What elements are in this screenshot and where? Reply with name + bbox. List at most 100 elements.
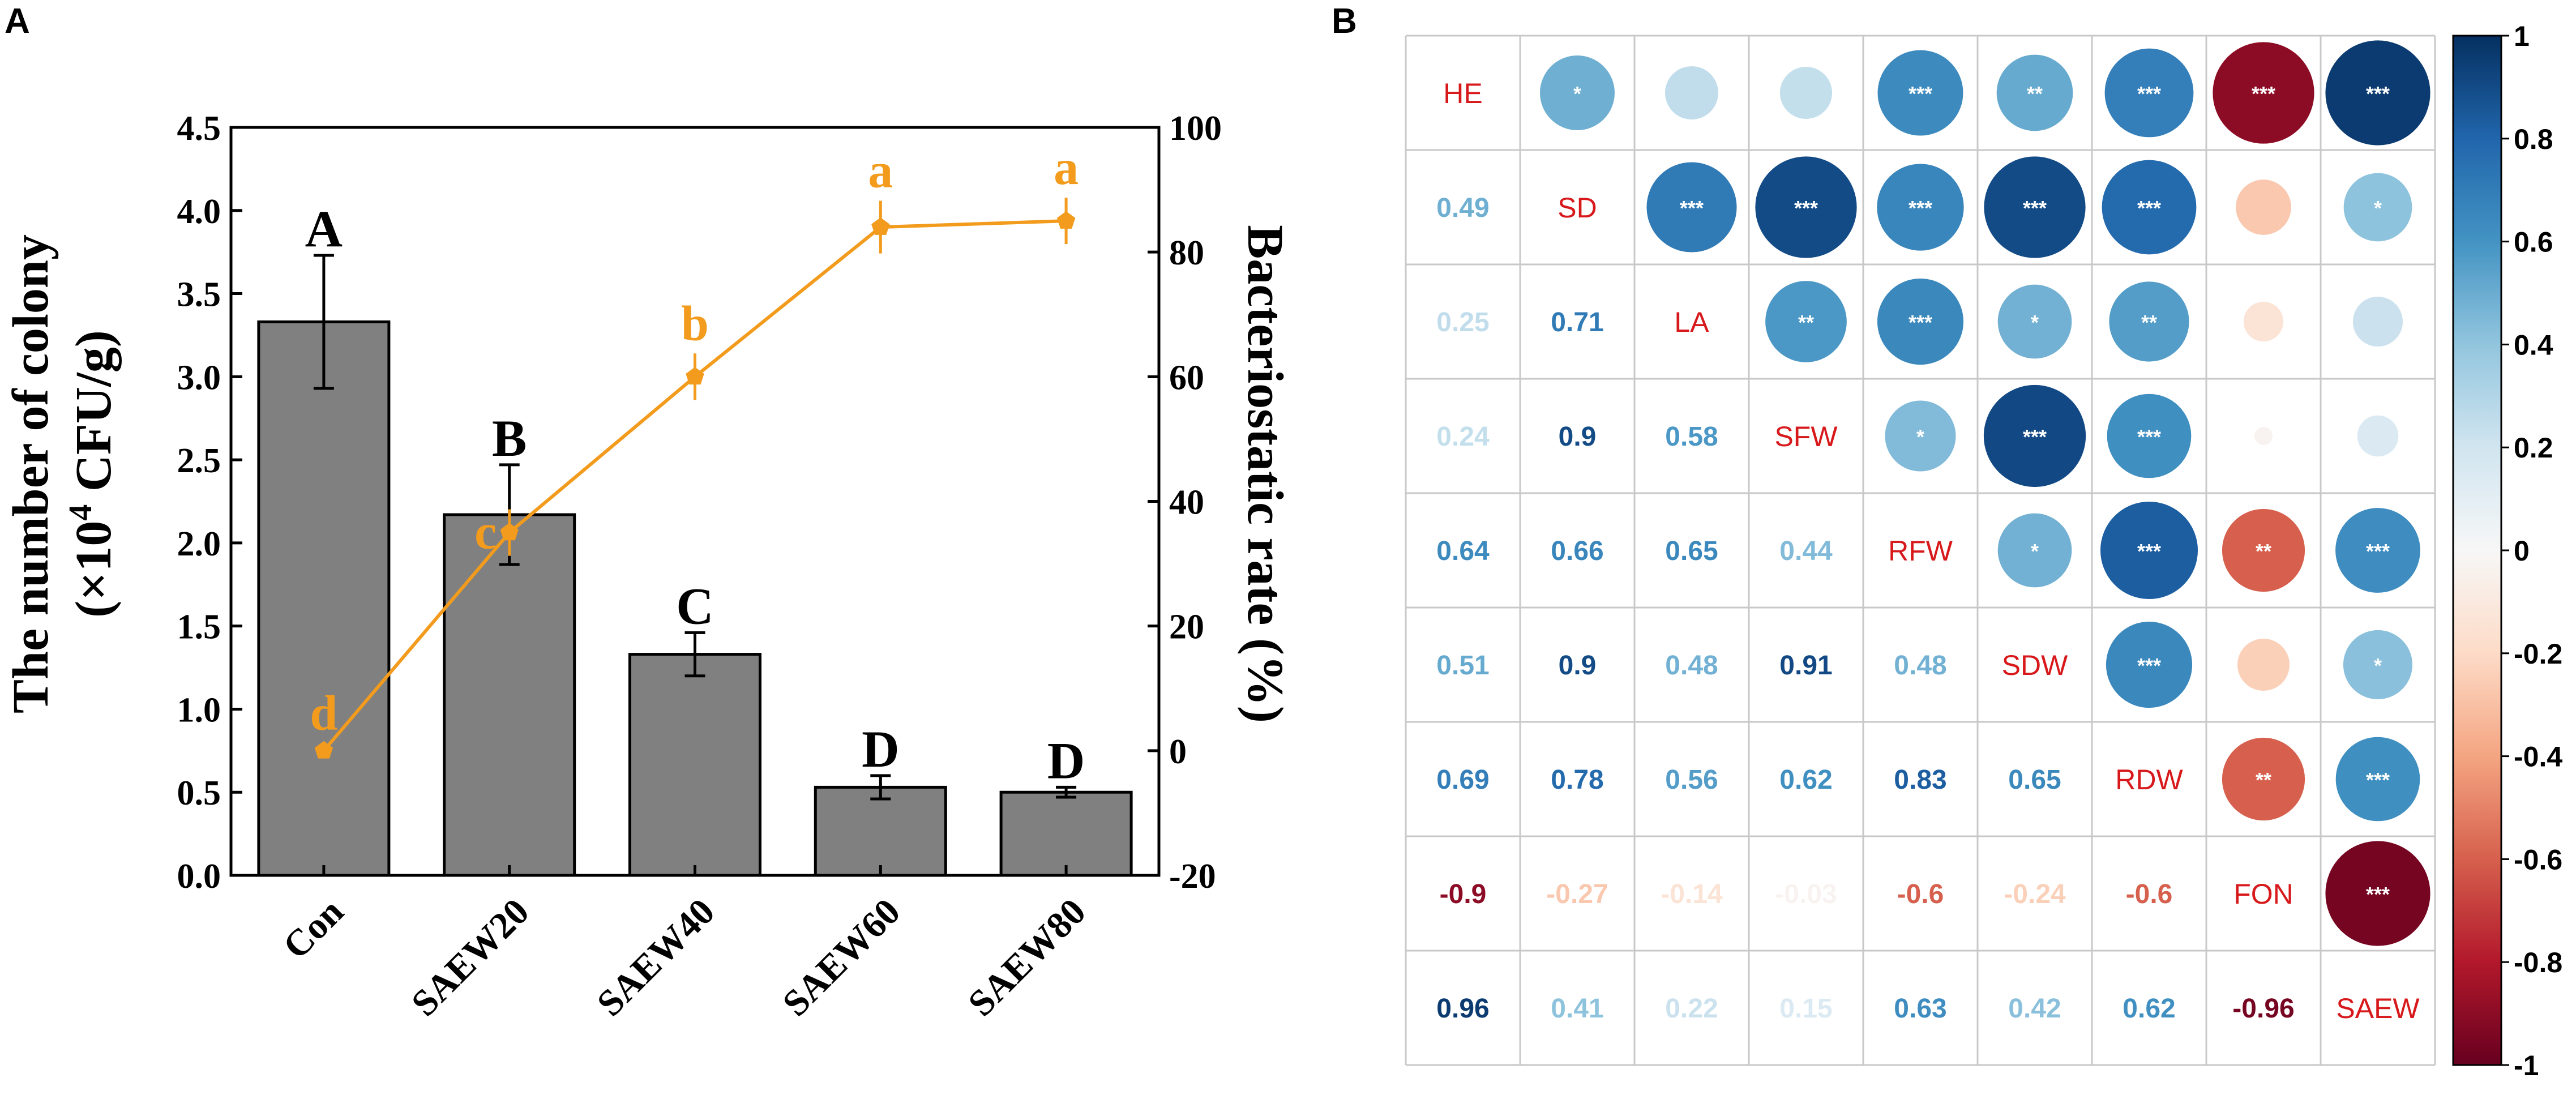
rate-significance-letter: b	[681, 296, 709, 351]
colorbar-tick-label: 0.6	[2514, 226, 2553, 258]
y2-tick-label: 100	[1169, 109, 1222, 148]
rate-significance-letter: a	[1054, 140, 1079, 195]
significance-stars: ***	[2023, 196, 2047, 220]
rate-point	[871, 217, 890, 235]
significance-stars: ***	[2137, 196, 2161, 220]
corr-value-SAEW-SDW: 0.42	[2008, 994, 2061, 1024]
rate-point	[500, 523, 519, 541]
colorbar-tick-label: -0.6	[2514, 844, 2562, 875]
significance-stars: ***	[2137, 654, 2161, 677]
bar-SAEW20	[443, 513, 576, 877]
x-tick-label: Con	[275, 891, 352, 967]
y-tick-label: 2.0	[177, 525, 221, 563]
significance-stars: ***	[1909, 311, 1932, 334]
panel-b-label: B	[1332, 2, 1357, 41]
colorbar-gradient	[2452, 35, 2502, 1066]
colorbar-tick-label: 0.2	[2514, 432, 2553, 464]
corr-circle-LA-SAEW	[2352, 296, 2404, 348]
significance-stars: ***	[1680, 196, 1704, 220]
correlation-cells: HE * *** ** *** *** ***0.49 SD *** *** *** *** *** *0…	[1436, 40, 2431, 1024]
variable-label-SDW: SDW	[2002, 649, 2068, 681]
corr-value-SDW-SFW: 0.91	[1779, 651, 1832, 681]
corr-circle-RFW-SDW	[1997, 512, 2073, 588]
bar-SAEW80	[999, 790, 1133, 877]
corr-value-LA-HE: 0.25	[1436, 307, 1489, 337]
significance-stars: *	[2374, 196, 2382, 220]
corr-value-SDW-HE: 0.51	[1436, 651, 1489, 681]
y-axis-label-line1: The number of colony	[3, 234, 59, 713]
corr-value-RFW-LA: 0.65	[1665, 536, 1718, 566]
corr-value-SFW-LA: 0.58	[1665, 422, 1718, 452]
corr-circle-SFW-FON	[2254, 426, 2273, 446]
corr-circle-SFW-SAEW	[2356, 414, 2399, 457]
rate-point	[1056, 211, 1076, 229]
y-axis-label-line2: (×104 CFU/g)	[62, 330, 122, 618]
corr-circle-RFW-SAEW	[2335, 507, 2421, 593]
corr-circle-HE-SAEW	[2325, 40, 2431, 146]
y2-tick-label: 80	[1169, 234, 1204, 272]
significance-stars: ***	[2366, 540, 2390, 563]
y2-tick-label: 40	[1169, 484, 1204, 522]
corr-value-LA-SD: 0.71	[1551, 307, 1603, 337]
corr-circle-SD-SDW	[1983, 156, 2086, 259]
panel-a: A A B C D D d c b a a 0.0 0.5 1.0 1.5 2.0 2.5 3.0 3.5 4.…	[3, 2, 1293, 1024]
bar-significance-letter: A	[305, 200, 343, 258]
significance-stars: *	[2031, 540, 2039, 563]
corr-circle-HE-LA	[1664, 66, 1719, 120]
bar-significance-letter: B	[492, 409, 527, 467]
y-axis-label-sup: 4	[62, 504, 99, 521]
corr-circle-SD-LA	[1646, 161, 1738, 253]
variable-label-HE: HE	[1443, 78, 1482, 109]
significance-stars: ***	[2137, 540, 2161, 563]
corr-value-RDW-LA: 0.56	[1665, 765, 1718, 795]
corr-circle-SDW-SAEW	[2342, 629, 2414, 700]
correlation-grid	[1405, 35, 2436, 1066]
colorbar: 1 0.8 0.6 0.4 0.2 0 -0.2 -0.4 -0.6 -0.8 -1	[2452, 20, 2562, 1081]
corr-value-RDW-SDW: 0.65	[2008, 765, 2061, 795]
significance-stars: *	[1573, 82, 1581, 105]
variable-label-LA: LA	[1674, 306, 1709, 338]
y-axis-label: The number of colony	[3, 234, 59, 713]
corr-circle-SDW-RDW	[2105, 621, 2193, 709]
corr-circle-HE-SD	[1539, 55, 1615, 131]
corr-circle-RFW-FON	[2221, 508, 2306, 593]
corr-value-SDW-LA: 0.48	[1665, 651, 1718, 681]
corr-circle-HE-SDW	[1996, 54, 2074, 132]
colorbar-tick-label: 0.4	[2514, 329, 2553, 361]
rate-point	[314, 741, 333, 759]
corr-circle-SFW-SDW	[1983, 384, 2087, 488]
corr-value-SAEW-HE: 0.96	[1436, 994, 1489, 1024]
corr-value-RDW-SD: 0.78	[1551, 765, 1603, 795]
corr-value-SFW-HE: 0.24	[1436, 422, 1490, 452]
variable-label-RDW: RDW	[2115, 764, 2183, 796]
rate-significance-letter: c	[474, 505, 497, 560]
corr-value-FON-SDW: -0.24	[2004, 879, 2066, 909]
rate-line-series: d c b a a	[310, 140, 1079, 759]
y-tick-label: 3.0	[177, 358, 221, 397]
y-tick-label: 1.5	[177, 608, 221, 647]
variable-label-SAEW: SAEW	[2336, 993, 2420, 1024]
significance-stars: ***	[2366, 883, 2390, 906]
colorbar-tick-label: -0.4	[2514, 741, 2562, 773]
corr-circle-SFW-RFW	[1884, 400, 1957, 472]
x-tick-label: SAEW60	[774, 891, 908, 1024]
corr-value-RDW-RFW: 0.83	[1894, 765, 1946, 795]
y-tick-label: 3.5	[177, 276, 221, 314]
y-tick-label: 0.0	[177, 857, 221, 896]
corr-circle-LA-SFW	[1765, 280, 1847, 363]
corr-circle-SFW-RDW	[2106, 393, 2192, 479]
corr-circle-SD-RDW	[2101, 159, 2197, 255]
corr-value-SAEW-RDW: 0.62	[2123, 994, 2175, 1024]
corr-circle-LA-FON	[2243, 301, 2284, 343]
corr-value-RFW-HE: 0.64	[1436, 536, 1490, 566]
corr-value-SD-HE: 0.49	[1436, 193, 1489, 223]
corr-value-FON-LA: -0.14	[1661, 879, 1723, 909]
colorbar-tick-label: -0.8	[2514, 947, 2562, 978]
rate-significance-letter: d	[310, 686, 337, 741]
corr-circle-LA-RDW	[2108, 281, 2190, 362]
significance-stars: ***	[2023, 425, 2047, 448]
y-axis-label-prefix: (×10	[66, 521, 122, 618]
bar-significance-letter: D	[1047, 732, 1085, 789]
corr-circle-LA-SDW	[1997, 284, 2073, 360]
significance-stars: ***	[2366, 768, 2390, 792]
